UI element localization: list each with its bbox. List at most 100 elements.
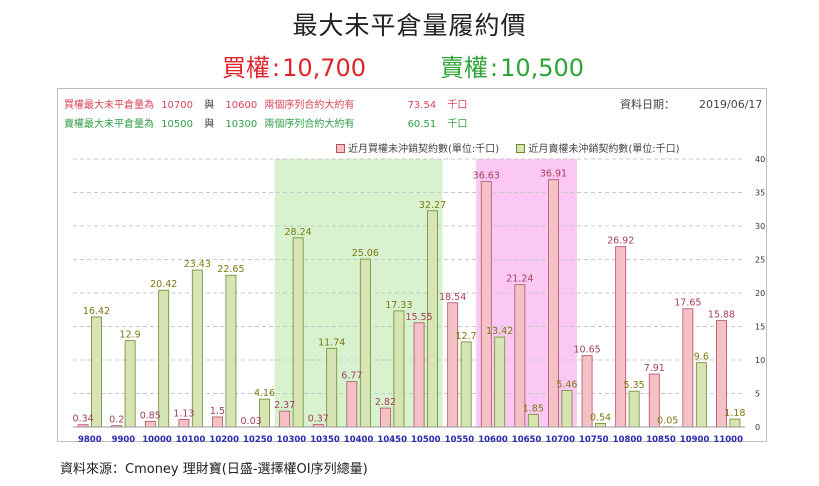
data-label-put: 5.46 bbox=[556, 379, 577, 390]
x-tick-label: 10250 bbox=[243, 435, 273, 445]
y-tick-label: 35 bbox=[755, 189, 765, 198]
data-label-call: 36.91 bbox=[540, 169, 567, 180]
put-info-conj: 與 bbox=[204, 119, 215, 130]
data-label-call: 18.54 bbox=[439, 292, 466, 303]
data-label-put: 32.27 bbox=[419, 200, 446, 211]
bar-put bbox=[729, 418, 741, 428]
bar-put bbox=[695, 362, 707, 428]
y-tick-label: 5 bbox=[755, 390, 760, 399]
x-tick-label: 10400 bbox=[344, 435, 374, 445]
put-info-prefix: 賣權最大未平倉量為 bbox=[64, 119, 154, 130]
call-info-conj: 與 bbox=[204, 100, 215, 111]
data-label-call: 15.88 bbox=[708, 310, 735, 321]
data-label-put: 20.42 bbox=[150, 279, 177, 290]
put-info-unit: 千口 bbox=[447, 119, 468, 130]
data-date-label: 資料日期： bbox=[620, 98, 675, 111]
data-label-put: 5.35 bbox=[624, 380, 645, 391]
call-max-label: 買權 bbox=[222, 54, 270, 82]
data-label-put: 25.06 bbox=[352, 248, 379, 259]
call-info-amount: 73.54 bbox=[407, 100, 437, 111]
call-info-row: 買權最大未平倉量為 10700 與 10600 兩個序列合約大約有 73.54 … bbox=[64, 96, 467, 111]
put-info-strike1: 10500 bbox=[161, 119, 193, 130]
x-tick-label: 10300 bbox=[277, 435, 307, 445]
bar-put bbox=[292, 237, 304, 428]
legend-swatch-call bbox=[336, 144, 345, 153]
put-max-sep: : bbox=[490, 54, 499, 82]
bar-put bbox=[359, 258, 371, 428]
x-tick-label: 10550 bbox=[445, 435, 475, 445]
legend-label-put: 近月賣權未沖銷契約數(單位:千口) bbox=[528, 144, 680, 155]
x-tick-label: 10100 bbox=[176, 435, 206, 445]
source-note: 資料來源：Cmoney 理財寶(日盛-選擇權OI序列總量) bbox=[60, 462, 368, 477]
y-tick-label: 15 bbox=[755, 323, 765, 332]
x-tick-label: 9800 bbox=[78, 435, 102, 445]
call-info-strike1: 10700 bbox=[161, 100, 193, 111]
x-tick-label: 10750 bbox=[579, 435, 609, 445]
bar-put bbox=[393, 310, 405, 428]
x-tick-label: 10600 bbox=[478, 435, 508, 445]
x-tick-label: 10500 bbox=[411, 435, 441, 445]
bar-put bbox=[191, 269, 203, 428]
bar-call bbox=[413, 322, 425, 428]
bar-put bbox=[225, 274, 237, 428]
data-label-call: 6.77 bbox=[341, 371, 362, 382]
bar-put bbox=[460, 341, 472, 428]
data-label-put: 11.74 bbox=[318, 337, 345, 348]
legend-swatch-put bbox=[516, 144, 526, 153]
x-tick-label: 11000 bbox=[713, 435, 743, 445]
x-tick-label: 10900 bbox=[680, 435, 710, 445]
put-max-value: 10,500 bbox=[500, 54, 585, 82]
data-label-call: 21.24 bbox=[506, 274, 533, 285]
bar-call bbox=[346, 381, 358, 428]
bar-call bbox=[178, 419, 190, 428]
data-label-call: 15.55 bbox=[405, 312, 432, 323]
put-max-label: 賣權 bbox=[440, 54, 488, 82]
data-label-put: 23.43 bbox=[184, 259, 211, 270]
bar-call bbox=[380, 407, 391, 428]
data-label-put: 1.18 bbox=[724, 408, 745, 419]
bar-put bbox=[527, 414, 539, 428]
bar-put bbox=[628, 390, 640, 428]
put-info-amount: 60.51 bbox=[407, 119, 437, 130]
y-tick-label: 40 bbox=[755, 155, 765, 164]
put-info-suffix: 兩個序列合約大約有 bbox=[264, 119, 355, 130]
x-tick-label: 9900 bbox=[112, 435, 136, 445]
call-info-suffix: 兩個序列合約大約有 bbox=[264, 100, 355, 111]
data-label-call: 7.91 bbox=[644, 363, 665, 374]
data-label-call: 26.92 bbox=[607, 236, 634, 247]
y-tick-label: 0 bbox=[755, 423, 760, 432]
data-label-put: 13.42 bbox=[486, 326, 513, 337]
data-label-put: 9.6 bbox=[694, 352, 709, 363]
x-tick-label: 10350 bbox=[310, 435, 340, 445]
data-label-put: 28.24 bbox=[285, 227, 312, 238]
chart-title: 最大未平倉量履約價 bbox=[292, 11, 527, 40]
data-label-call: 36.63 bbox=[473, 171, 500, 182]
data-label-put: 16.42 bbox=[83, 306, 110, 317]
y-tick-label: 10 bbox=[755, 356, 765, 365]
put-max-strike: 賣權:10,500 bbox=[440, 48, 584, 83]
bar-call bbox=[682, 308, 694, 428]
data-date-value: 2019/06/17 bbox=[699, 98, 763, 111]
data-label-call: 10.65 bbox=[573, 345, 600, 356]
bar-call bbox=[615, 246, 627, 428]
call-info-strike2: 10600 bbox=[225, 100, 258, 111]
y-tick-label: 20 bbox=[755, 289, 765, 298]
bar-put bbox=[158, 289, 170, 428]
data-label-put: 17.33 bbox=[385, 300, 412, 311]
bar-put bbox=[595, 422, 606, 428]
bar-put bbox=[494, 336, 506, 428]
data-label-put: 0.54 bbox=[590, 412, 611, 423]
chart-legend: 近月買權未沖銷契約數(單位:千口) 近月賣權未沖銷契約數(單位:千口) bbox=[336, 140, 694, 155]
y-tick-label: 25 bbox=[755, 256, 765, 265]
call-info-unit: 千口 bbox=[447, 100, 468, 111]
x-tick-label: 10650 bbox=[512, 435, 542, 445]
put-info-strike2: 10300 bbox=[225, 119, 258, 130]
y-tick-label: 30 bbox=[755, 222, 765, 231]
legend-item-call: 近月買權未沖銷契約數(單位:千口) bbox=[336, 144, 499, 155]
bar-call bbox=[212, 416, 223, 428]
bar-call bbox=[279, 410, 291, 428]
x-tick-label: 10800 bbox=[613, 435, 643, 445]
bar-call bbox=[480, 181, 492, 428]
x-tick-label: 10850 bbox=[646, 435, 676, 445]
data-label-call: 1.13 bbox=[173, 408, 194, 419]
